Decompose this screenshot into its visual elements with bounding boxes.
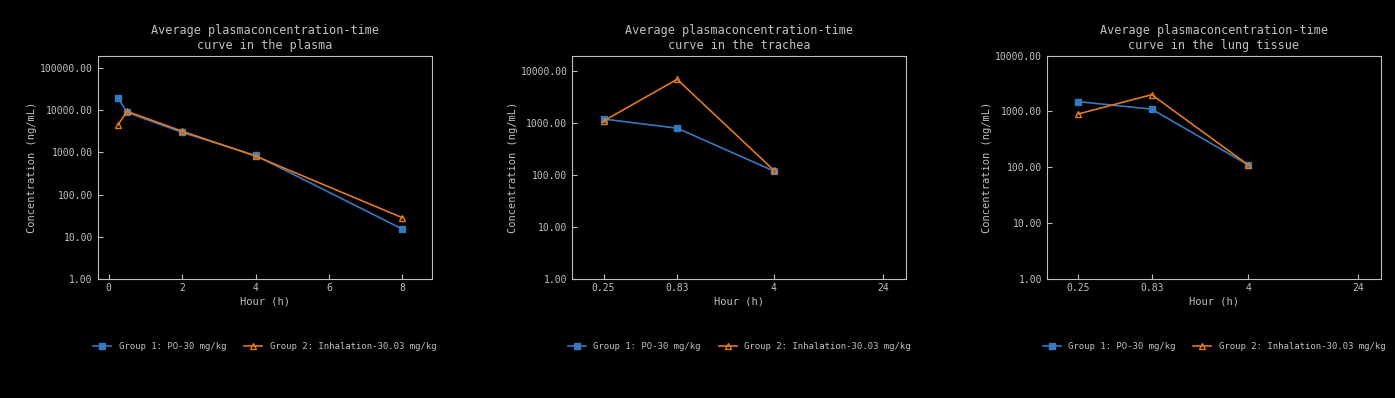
- X-axis label: Hour (h): Hour (h): [1189, 296, 1239, 306]
- Group 1: PO-30 mg/kg: (0.83, 1.1e+03): PO-30 mg/kg: (0.83, 1.1e+03): [1144, 107, 1161, 111]
- Line: Group 2: Inhalation-30.03 mg/kg: Group 2: Inhalation-30.03 mg/kg: [1074, 91, 1251, 168]
- Group 2: Inhalation-30.03 mg/kg: (0.5, 9.5e+03): Inhalation-30.03 mg/kg: (0.5, 9.5e+03): [119, 109, 135, 114]
- Group 1: PO-30 mg/kg: (4, 110): PO-30 mg/kg: (4, 110): [1240, 162, 1257, 167]
- Group 1: PO-30 mg/kg: (0.5, 9e+03): PO-30 mg/kg: (0.5, 9e+03): [119, 110, 135, 115]
- Group 2: Inhalation-30.03 mg/kg: (4, 110): Inhalation-30.03 mg/kg: (4, 110): [1240, 162, 1257, 167]
- Group 2: Inhalation-30.03 mg/kg: (8, 28): Inhalation-30.03 mg/kg: (8, 28): [395, 215, 412, 220]
- Group 2: Inhalation-30.03 mg/kg: (0.83, 7e+03): Inhalation-30.03 mg/kg: (0.83, 7e+03): [668, 77, 685, 82]
- Title: Average plasmaconcentration-time
curve in the trachea: Average plasmaconcentration-time curve i…: [625, 24, 854, 52]
- Group 1: PO-30 mg/kg: (2, 3e+03): PO-30 mg/kg: (2, 3e+03): [174, 130, 191, 135]
- Group 1: PO-30 mg/kg: (0.25, 2e+04): PO-30 mg/kg: (0.25, 2e+04): [109, 96, 126, 100]
- Line: Group 1: PO-30 mg/kg: Group 1: PO-30 mg/kg: [1076, 98, 1251, 168]
- Y-axis label: Concentration (ng/mL): Concentration (ng/mL): [27, 101, 38, 233]
- Group 1: PO-30 mg/kg: (0.25, 1.5e+03): PO-30 mg/kg: (0.25, 1.5e+03): [1070, 99, 1087, 104]
- Legend: Group 1: PO-30 mg/kg, Group 2: Inhalation-30.03 mg/kg: Group 1: PO-30 mg/kg, Group 2: Inhalatio…: [89, 339, 439, 355]
- Title: Average plasmaconcentration-time
curve in the plasma: Average plasmaconcentration-time curve i…: [151, 24, 379, 52]
- Line: Group 2: Inhalation-30.03 mg/kg: Group 2: Inhalation-30.03 mg/kg: [600, 76, 777, 174]
- Legend: Group 1: PO-30 mg/kg, Group 2: Inhalation-30.03 mg/kg: Group 1: PO-30 mg/kg, Group 2: Inhalatio…: [565, 339, 914, 355]
- Line: Group 1: PO-30 mg/kg: Group 1: PO-30 mg/kg: [114, 95, 406, 232]
- Y-axis label: Concentration (ng/mL): Concentration (ng/mL): [508, 101, 518, 233]
- Group 2: Inhalation-30.03 mg/kg: (4, 820): Inhalation-30.03 mg/kg: (4, 820): [247, 154, 264, 158]
- Line: Group 2: Inhalation-30.03 mg/kg: Group 2: Inhalation-30.03 mg/kg: [114, 108, 406, 221]
- Y-axis label: Concentration (ng/mL): Concentration (ng/mL): [982, 101, 992, 233]
- Group 1: PO-30 mg/kg: (4, 850): PO-30 mg/kg: (4, 850): [247, 153, 264, 158]
- Group 1: PO-30 mg/kg: (8, 15): PO-30 mg/kg: (8, 15): [395, 227, 412, 232]
- Group 1: PO-30 mg/kg: (0.83, 800): PO-30 mg/kg: (0.83, 800): [668, 126, 685, 131]
- X-axis label: Hour (h): Hour (h): [714, 296, 764, 306]
- Group 2: Inhalation-30.03 mg/kg: (0.83, 2e+03): Inhalation-30.03 mg/kg: (0.83, 2e+03): [1144, 92, 1161, 97]
- Title: Average plasmaconcentration-time
curve in the lung tissue: Average plasmaconcentration-time curve i…: [1099, 24, 1328, 52]
- Group 2: Inhalation-30.03 mg/kg: (0.25, 4.5e+03): Inhalation-30.03 mg/kg: (0.25, 4.5e+03): [109, 123, 126, 127]
- Legend: Group 1: PO-30 mg/kg, Group 2: Inhalation-30.03 mg/kg: Group 1: PO-30 mg/kg, Group 2: Inhalatio…: [1039, 339, 1389, 355]
- Group 1: PO-30 mg/kg: (0.25, 1.2e+03): PO-30 mg/kg: (0.25, 1.2e+03): [596, 117, 612, 121]
- X-axis label: Hour (h): Hour (h): [240, 296, 290, 306]
- Group 2: Inhalation-30.03 mg/kg: (0.25, 900): Inhalation-30.03 mg/kg: (0.25, 900): [1070, 111, 1087, 116]
- Group 1: PO-30 mg/kg: (4, 120): PO-30 mg/kg: (4, 120): [764, 168, 781, 173]
- Group 2: Inhalation-30.03 mg/kg: (0.25, 1.1e+03): Inhalation-30.03 mg/kg: (0.25, 1.1e+03): [596, 119, 612, 123]
- Group 2: Inhalation-30.03 mg/kg: (4, 125): Inhalation-30.03 mg/kg: (4, 125): [764, 168, 781, 172]
- Line: Group 1: PO-30 mg/kg: Group 1: PO-30 mg/kg: [600, 116, 777, 174]
- Group 2: Inhalation-30.03 mg/kg: (2, 3.2e+03): Inhalation-30.03 mg/kg: (2, 3.2e+03): [174, 129, 191, 134]
